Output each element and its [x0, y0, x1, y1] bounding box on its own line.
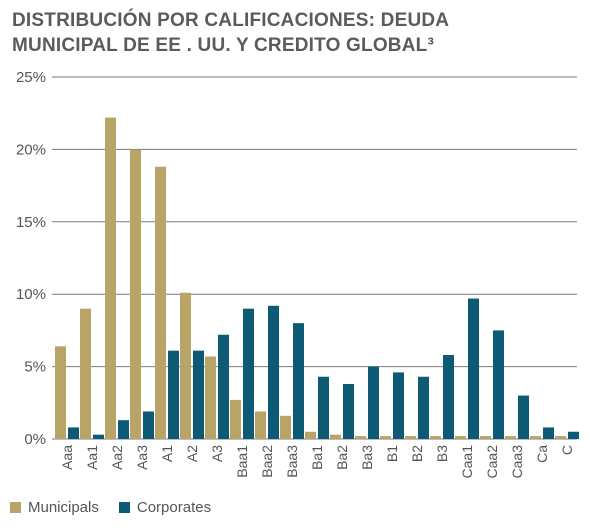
bar-corporates-b2 [418, 376, 429, 439]
x-tick-label: A3 [209, 445, 225, 462]
x-tick-label: Baa1 [234, 445, 250, 478]
bar-municipals-caa3 [505, 436, 516, 439]
y-tick-label: 25% [16, 69, 46, 86]
legend-label-municipals: Municipals [28, 499, 99, 516]
bar-corporates-caa3 [518, 395, 529, 439]
bar-municipals-ba1 [305, 431, 316, 439]
legend-item-municipals: Municipals [10, 499, 99, 516]
bar-corporates-aa2 [118, 420, 129, 439]
y-tick-label: 5% [24, 359, 46, 376]
bar-corporates-aa1 [93, 434, 104, 439]
bar-municipals-ca [530, 436, 541, 439]
bar-municipals-aa2 [105, 117, 116, 439]
bar-corporates-ca [543, 427, 554, 439]
bar-municipals-ba2 [330, 434, 341, 439]
bar-municipals-c [555, 436, 566, 439]
bar-corporates-caa1 [468, 298, 479, 439]
bar-corporates-b3 [443, 355, 454, 439]
bar-municipals-aa3 [130, 149, 141, 439]
legend-label-corporates: Corporates [136, 499, 212, 516]
x-tick-label: B2 [409, 445, 425, 462]
bar-corporates-baa1 [243, 308, 254, 439]
bar-corporates-a1 [168, 350, 179, 439]
bar-corporates-baa3 [293, 323, 304, 439]
bar-municipals-b1 [380, 436, 391, 439]
x-tick-label: Caa1 [459, 445, 475, 479]
x-tick-label: Aa3 [134, 445, 150, 470]
x-tick-label: Aaa [59, 445, 75, 470]
bar-corporates-b1 [393, 372, 404, 439]
bar-corporates-a3 [218, 334, 229, 439]
y-tick-label: 20% [16, 141, 46, 158]
bar-municipals-aaa [55, 346, 66, 439]
x-tick-label: C [559, 445, 575, 455]
bar-municipals-baa1 [230, 399, 241, 439]
legend-swatch-corporates [118, 502, 130, 513]
x-tick-label: A1 [159, 445, 175, 462]
x-tick-label: Caa3 [509, 445, 525, 479]
x-tick-label: Baa2 [259, 445, 275, 478]
bar-municipals-ba3 [355, 436, 366, 439]
y-tick-label: 0% [24, 431, 46, 448]
bar-corporates-a2 [193, 350, 204, 439]
x-tick-label: B3 [434, 445, 450, 462]
y-tick-label: 15% [16, 214, 46, 231]
bar-corporates-ba2 [343, 383, 354, 439]
x-tick-label: A2 [184, 445, 200, 462]
bar-municipals-b3 [430, 436, 441, 439]
chart-title: DISTRIBUCIÓN POR CALIFICACIONES: DEUDA M… [12, 8, 582, 58]
bar-municipals-a1 [155, 166, 166, 439]
legend-swatch-municipals [10, 502, 21, 513]
bar-corporates-c [568, 431, 579, 439]
x-tick-label: Ca [534, 445, 550, 463]
bar-municipals-baa3 [280, 415, 291, 439]
bar-corporates-caa2 [493, 330, 504, 439]
bar-municipals-caa1 [455, 436, 466, 439]
bar-corporates-baa2 [268, 305, 279, 439]
x-tick-label: Caa2 [484, 445, 500, 479]
bar-municipals-aa1 [80, 308, 91, 439]
bar-corporates-ba1 [318, 376, 329, 439]
x-tick-label: B1 [384, 445, 400, 462]
x-tick-label: Aa1 [84, 445, 100, 470]
bar-corporates-ba3 [368, 366, 379, 439]
bar-corporates-aa3 [143, 411, 154, 439]
x-tick-label: Baa3 [284, 445, 300, 478]
legend: Municipals Corporates [10, 499, 231, 516]
bar-municipals-caa2 [480, 436, 491, 439]
x-tick-label: Ba3 [359, 445, 375, 470]
bar-municipals-baa2 [255, 411, 266, 439]
bar-municipals-a2 [180, 292, 191, 439]
bar-corporates-aaa [68, 427, 79, 439]
x-tick-label: Ba1 [309, 445, 325, 470]
bar-municipals-b2 [405, 436, 416, 439]
y-tick-label: 10% [16, 286, 46, 303]
x-tick-label: Aa2 [109, 445, 125, 470]
chart-title-line1: DISTRIBUCIÓN POR CALIFICACIONES: DEUDA [12, 10, 450, 31]
legend-item-corporates: Corporates [118, 499, 212, 516]
chart-title-line2: MUNICIPAL DE EE . UU. Y CREDITO GLOBAL³ [12, 35, 434, 56]
bar-municipals-a3 [205, 356, 216, 439]
x-tick-label: Ba2 [334, 445, 350, 470]
